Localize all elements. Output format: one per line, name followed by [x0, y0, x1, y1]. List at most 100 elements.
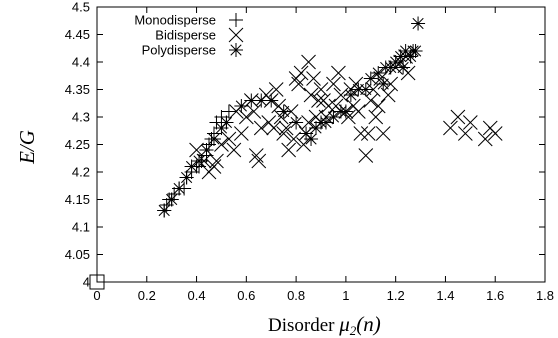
data-point [371, 66, 386, 80]
y-tick-label: 4.2 [72, 165, 90, 180]
data-point [358, 148, 374, 163]
data-point [179, 170, 194, 185]
data-point [376, 77, 391, 91]
data-point [326, 110, 341, 124]
data-point [172, 181, 187, 196]
data-point [378, 60, 393, 75]
data-point [331, 65, 346, 81]
data-point [326, 76, 341, 92]
data-point [278, 120, 294, 136]
data-point [281, 142, 296, 158]
data-point [254, 93, 269, 108]
legend-label: Monodisperse [134, 13, 216, 28]
data-point [306, 71, 321, 86]
data-point [221, 104, 236, 119]
data-marks [89, 16, 503, 290]
data-point [314, 115, 328, 130]
data-point [293, 65, 309, 81]
data-point [246, 104, 262, 119]
y-axis-title: E/G [15, 130, 39, 165]
legend-label: Bidisperse [155, 28, 216, 43]
data-point [266, 120, 282, 136]
data-point [360, 126, 376, 141]
x-tick-label: 1.4 [436, 288, 454, 303]
y-tick-label: 4.4 [72, 55, 90, 70]
data-point [206, 132, 221, 146]
x-tick-label: 1.6 [486, 288, 504, 303]
x-axis-tick-labels: 0 0.2 0.4 0.6 0.8 1 1.2 1.4 1.6 1.8 [93, 288, 554, 303]
y-axis-ticks [97, 6, 545, 283]
data-point [477, 131, 493, 147]
x-axis-title: Disorder μ2(n) [268, 312, 381, 338]
data-point [462, 115, 478, 130]
series-bidisperse [189, 49, 503, 180]
data-point [289, 115, 304, 130]
data-point [450, 109, 466, 125]
legend-label: Polydisperse [142, 43, 216, 58]
data-point [206, 159, 222, 174]
data-point [219, 115, 234, 130]
y-tick-label: 4.1 [72, 220, 90, 235]
x-tick-label: 0.6 [237, 288, 255, 303]
data-point [276, 104, 291, 119]
data-point [375, 126, 391, 141]
y-tick-label: 4.05 [65, 247, 90, 262]
data-point [244, 93, 259, 108]
data-point [368, 109, 384, 125]
x-tick-label: 0.4 [188, 288, 206, 303]
data-point [346, 98, 361, 114]
data-point [301, 115, 316, 130]
y-tick-label: 4 [83, 275, 90, 290]
data-point [343, 88, 358, 102]
data-point [383, 76, 399, 92]
data-point [311, 93, 326, 108]
x-tick-label: 1.8 [536, 288, 554, 303]
y-tick-label: 4.15 [65, 192, 90, 207]
data-point [370, 98, 386, 114]
data-point [301, 54, 316, 70]
data-point [234, 99, 249, 113]
data-point [396, 60, 411, 75]
x-tick-label: 1.2 [387, 288, 405, 303]
data-point [303, 87, 319, 103]
data-point [273, 109, 289, 125]
data-point [411, 16, 426, 31]
data-point [226, 142, 242, 158]
y-tick-label: 4.5 [72, 0, 90, 15]
data-point [353, 126, 369, 141]
data-point [164, 192, 179, 207]
y-axis-tick-labels: 4 4.05 4.1 4.15 4.2 4.25 4.3 4.35 4.4 4.45 4.5 [65, 0, 90, 290]
x-tick-label: 1 [342, 288, 349, 303]
data-point [286, 131, 301, 147]
y-tick-label: 4.3 [72, 110, 90, 125]
x-tick-label: 0.2 [138, 288, 156, 303]
series-polydisperse [157, 16, 426, 218]
data-point [157, 203, 172, 218]
data-point [341, 109, 356, 125]
data-point [192, 154, 207, 168]
data-point [363, 71, 378, 86]
data-point [358, 82, 373, 97]
data-point [487, 126, 503, 141]
data-point [214, 137, 229, 152]
x-axis-title-math: μ2(n) [338, 312, 381, 338]
y-tick-label: 4.35 [65, 82, 90, 97]
data-point [276, 126, 292, 141]
x-axis-title-prefix: Disorder [268, 315, 339, 336]
data-point [234, 126, 249, 141]
y-tick-label: 4.45 [65, 27, 90, 42]
y-tick-label: 4.25 [65, 137, 90, 152]
data-point [365, 82, 381, 97]
data-point [313, 82, 329, 97]
data-point [458, 126, 473, 141]
origin-square-marker [89, 274, 105, 290]
data-point [333, 104, 348, 119]
data-point [221, 131, 237, 147]
x-tick-label: 0 [93, 288, 100, 303]
legend-plus-icon [229, 13, 243, 27]
data-point [406, 44, 421, 58]
data-point [304, 132, 319, 146]
legend-x-icon [228, 27, 244, 43]
data-point [443, 120, 458, 136]
